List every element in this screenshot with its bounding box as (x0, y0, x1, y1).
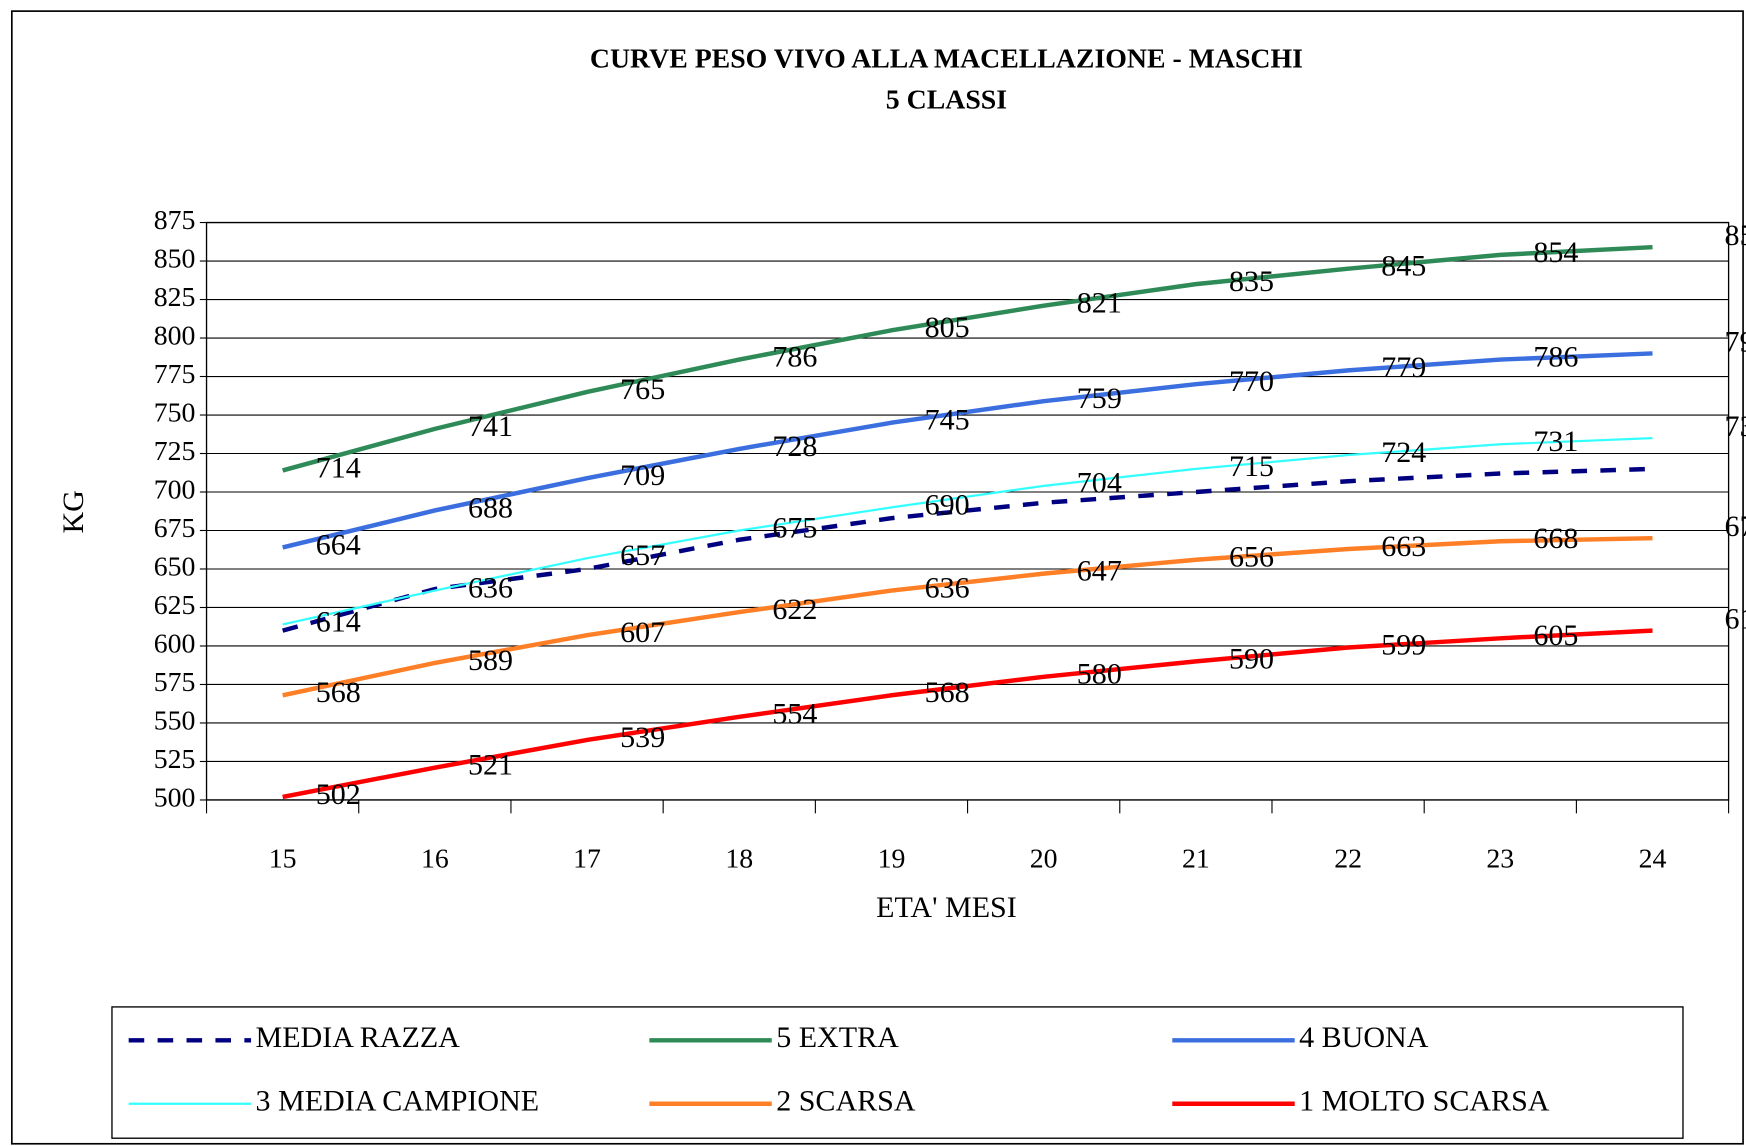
data-label: 590 (1229, 642, 1274, 675)
y-tick-label: 625 (154, 590, 196, 621)
data-label: 790 (1725, 325, 1746, 358)
data-label: 688 (468, 491, 513, 524)
y-tick-label: 875 (154, 205, 196, 236)
x-tick-label: 19 (878, 844, 906, 875)
data-label: 605 (1533, 619, 1578, 652)
series-line (282, 628, 1653, 800)
legend-box (111, 1006, 1684, 1139)
series-line (282, 244, 1653, 473)
data-label: 580 (1077, 658, 1122, 691)
data-label: 805 (925, 311, 970, 344)
data-label: 599 (1381, 628, 1426, 661)
y-tick-label: 825 (154, 282, 196, 313)
data-label: 622 (772, 593, 817, 626)
x-tick-label: 18 (725, 844, 753, 875)
x-tick-label: 22 (1334, 844, 1362, 875)
data-label: 690 (925, 488, 970, 521)
data-label: 845 (1381, 250, 1426, 283)
data-label: 759 (1077, 382, 1122, 415)
data-label: 675 (772, 511, 817, 544)
data-label: 554 (772, 698, 817, 731)
data-label: 636 (468, 571, 513, 604)
data-label: 765 (620, 373, 665, 406)
chart-border (10, 10, 1744, 1145)
x-tick-label: 24 (1639, 844, 1667, 875)
data-label: 589 (468, 644, 513, 677)
x-tick-label: 21 (1182, 844, 1210, 875)
data-label: 770 (1229, 365, 1274, 398)
data-label: 664 (316, 528, 361, 561)
data-label: 735 (1725, 410, 1746, 443)
series-line (282, 351, 1653, 550)
y-tick-label: 600 (154, 628, 196, 659)
data-label: 786 (1533, 340, 1578, 373)
data-label: 502 (316, 778, 361, 811)
legend-label: 5 EXTRA (776, 1021, 899, 1054)
data-label: 614 (316, 605, 361, 638)
data-label: 668 (1533, 522, 1578, 555)
y-tick-label: 550 (154, 705, 196, 736)
data-label: 636 (925, 571, 970, 604)
data-label: 745 (925, 404, 970, 437)
y-tick-label: 800 (154, 320, 196, 351)
data-label: 607 (620, 616, 665, 649)
data-label: 821 (1077, 287, 1122, 320)
y-axis-title: KG (57, 490, 90, 533)
data-label: 670 (1725, 510, 1746, 543)
data-label: 539 (620, 721, 665, 754)
x-axis-title: ETA' MESI (876, 891, 1017, 924)
y-tick-label: 500 (154, 782, 196, 813)
y-tick-label: 675 (154, 513, 196, 544)
data-label: 779 (1381, 351, 1426, 384)
data-label: 728 (772, 430, 817, 463)
data-label: 731 (1533, 425, 1578, 458)
data-label: 657 (620, 539, 665, 572)
data-label: 521 (468, 749, 513, 782)
y-tick-label: 725 (154, 436, 196, 467)
chart-title: CURVE PESO VIVO ALLA MACELLAZIONE - MASC… (590, 44, 1303, 75)
legend-label: 4 BUONA (1299, 1021, 1429, 1054)
y-tick-label: 750 (154, 397, 196, 428)
data-label: 715 (1229, 450, 1274, 483)
y-tick-label: 850 (154, 243, 196, 274)
data-label: 835 (1229, 265, 1274, 298)
data-label: 704 (1077, 467, 1122, 500)
data-label: 709 (620, 459, 665, 492)
y-tick-label: 575 (154, 667, 196, 698)
series-line (282, 535, 1653, 698)
y-tick-label: 775 (154, 359, 196, 390)
legend-label: 1 MOLTO SCARSA (1299, 1085, 1550, 1118)
data-label: 859 (1725, 219, 1746, 252)
data-label: 786 (772, 340, 817, 373)
data-label: 854 (1533, 236, 1578, 269)
legend-label: 2 SCARSA (776, 1085, 916, 1118)
y-tick-label: 525 (154, 744, 196, 775)
series-line (282, 466, 1653, 633)
data-label: 647 (1077, 555, 1122, 588)
data-label: 663 (1381, 530, 1426, 563)
x-tick-label: 17 (573, 844, 601, 875)
data-label: 656 (1229, 541, 1274, 574)
data-label: 714 (316, 451, 361, 484)
legend-label: 3 MEDIA CAMPIONE (255, 1085, 539, 1118)
data-label: 741 (468, 410, 513, 443)
data-label: 568 (316, 676, 361, 709)
series-line (282, 436, 1653, 626)
x-tick-label: 15 (269, 844, 297, 875)
y-tick-label: 650 (154, 551, 196, 582)
data-label: 610 (1725, 603, 1746, 636)
chart-subtitle: 5 CLASSI (886, 85, 1007, 116)
legend-label: MEDIA RAZZA (255, 1021, 460, 1054)
x-tick-label: 20 (1030, 844, 1058, 875)
data-label: 568 (925, 676, 970, 709)
data-label: 724 (1381, 436, 1426, 469)
y-tick-label: 700 (154, 474, 196, 505)
x-tick-label: 23 (1486, 844, 1514, 875)
x-tick-label: 16 (421, 844, 449, 875)
